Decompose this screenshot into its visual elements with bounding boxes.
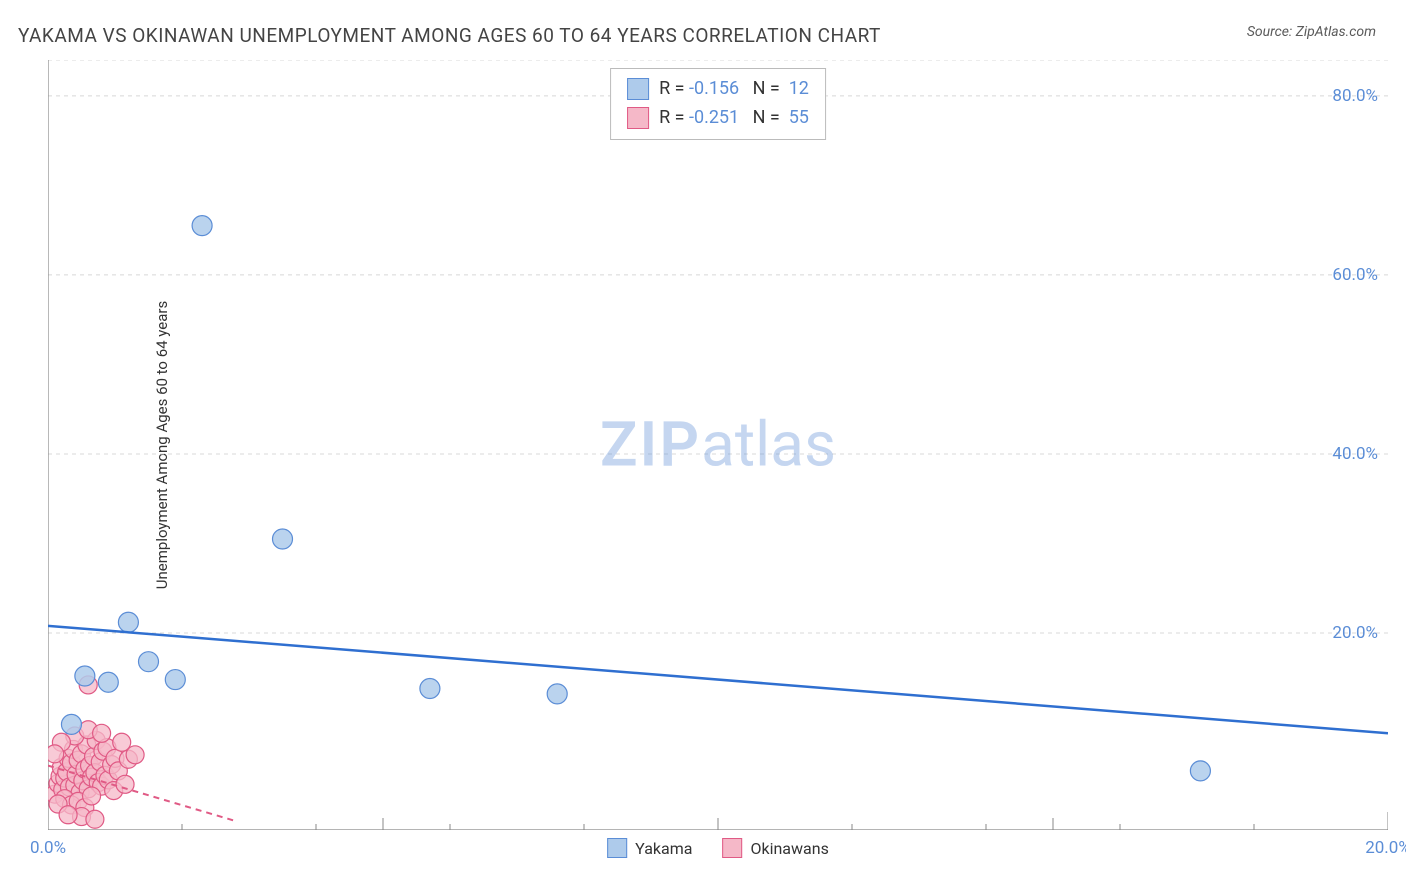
- y-tick-label: 20.0%: [1332, 623, 1378, 643]
- legend-swatch: [607, 838, 627, 858]
- legend-row: R = -0.156 N = 12: [627, 75, 809, 104]
- scatter-plot: [48, 60, 1388, 830]
- chart-title: YAKAMA VS OKINAWAN UNEMPLOYMENT AMONG AG…: [18, 24, 881, 47]
- legend-stats: R = -0.251 N = 55: [659, 104, 809, 133]
- x-tick-label: 20.0%: [1365, 838, 1406, 858]
- y-tick-label: 40.0%: [1332, 444, 1378, 464]
- y-tick-label: 60.0%: [1332, 265, 1378, 285]
- source-attribution: Source: ZipAtlas.com: [1247, 24, 1376, 40]
- legend-swatch: [627, 78, 649, 100]
- series-legend-item: Yakama: [607, 838, 692, 858]
- legend-swatch: [627, 107, 649, 129]
- legend-row: R = -0.251 N = 55: [627, 104, 809, 133]
- legend-swatch: [722, 838, 742, 858]
- y-tick-label: 80.0%: [1332, 86, 1378, 106]
- correlation-legend: R = -0.156 N = 12R = -0.251 N = 55: [610, 68, 826, 140]
- legend-stats: R = -0.156 N = 12: [659, 75, 809, 104]
- series-legend-item: Okinawans: [722, 838, 828, 858]
- series-legend: Yakama Okinawans: [607, 838, 829, 858]
- x-tick-label: 0.0%: [30, 838, 66, 858]
- series-legend-label: Yakama: [635, 839, 692, 858]
- chart-container: Unemployment Among Ages 60 to 64 years Z…: [48, 60, 1388, 830]
- series-legend-label: Okinawans: [750, 839, 828, 858]
